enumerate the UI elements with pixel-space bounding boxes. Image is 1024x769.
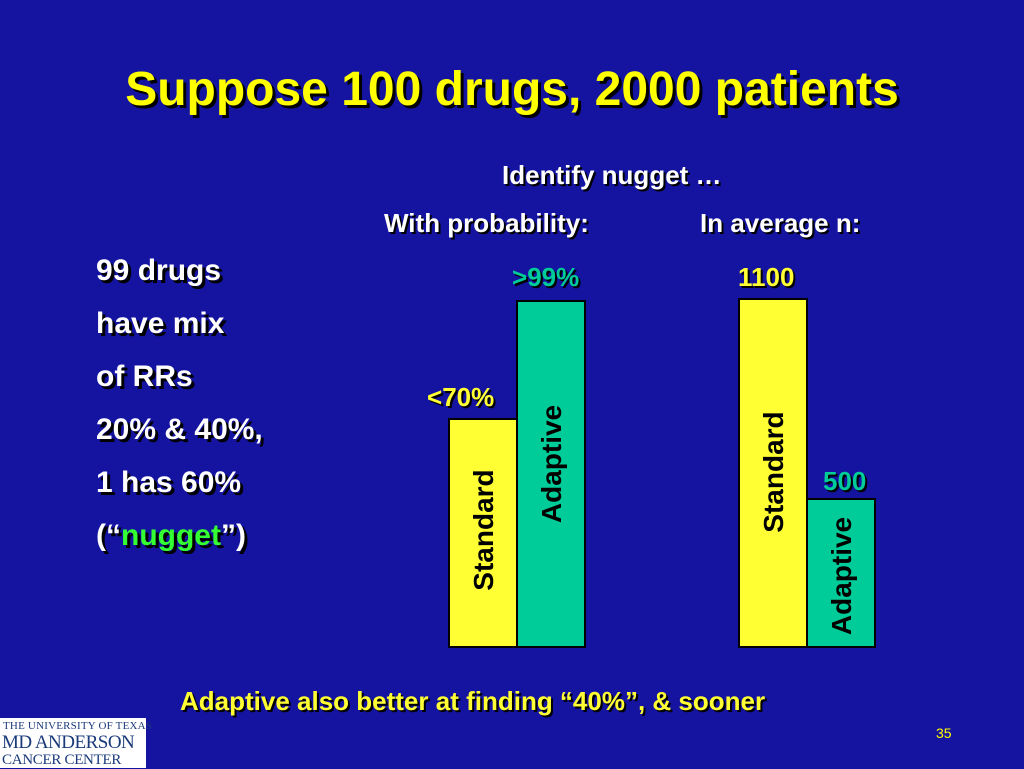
logo-line-3: CANCER CENTER (2, 752, 122, 768)
average-standard-bar (738, 298, 808, 648)
footer-note: Adaptive also better at finding “40%”, &… (180, 686, 766, 716)
probability-adaptive-label: Adaptive (536, 404, 567, 524)
open-quote: (“ (96, 519, 121, 552)
probability-standard-bar (448, 418, 518, 648)
left-line-2: have mix (96, 307, 225, 340)
logo-line-2: MD ANDERSON (2, 732, 135, 753)
slide-title: Suppose 100 drugs, 2000 patients (125, 63, 899, 116)
left-line-6: (“nugget”) (96, 509, 263, 562)
probability-standard-value: <70% (427, 382, 494, 413)
probability-standard-label: Standard (468, 469, 499, 591)
average-adaptive-bar (806, 498, 876, 648)
logo-line-1: THE UNIVERSITY OF TEXAS (3, 720, 153, 732)
less-than-sign: < (427, 382, 443, 412)
average-adaptive-label: Adaptive (826, 516, 857, 636)
average-adaptive-value: 500 (823, 466, 867, 496)
average-standard-value: 1100 (738, 262, 795, 292)
adaptive-value-text: 99% (527, 262, 580, 292)
probability-adaptive-value: >99% (512, 262, 579, 293)
standard-value-text: 70% (442, 382, 495, 412)
page-number: 35 (936, 725, 952, 741)
average-standard-label: Standard (758, 411, 789, 533)
nugget-word: nugget (121, 519, 221, 552)
close-quote: ”) (220, 519, 246, 552)
greater-than-sign: > (512, 262, 528, 292)
probability-adaptive-bar (516, 300, 586, 648)
left-line-4: 20% & 40%, (96, 413, 263, 446)
left-line-3: of RRs (96, 360, 193, 393)
institution-logo: THE UNIVERSITY OF TEXAS MD ANDERSON CANC… (0, 718, 152, 768)
average-heading: In average n: (700, 208, 861, 238)
subheading: Identify nugget … (502, 160, 722, 190)
left-text-block: 99 drugs have mix of RRs 20% & 40%, 1 ha… (96, 244, 263, 562)
left-line-5: 1 has 60% (96, 466, 242, 499)
probability-heading: With probability: (384, 208, 589, 238)
left-line-1: 99 drugs (96, 254, 222, 287)
